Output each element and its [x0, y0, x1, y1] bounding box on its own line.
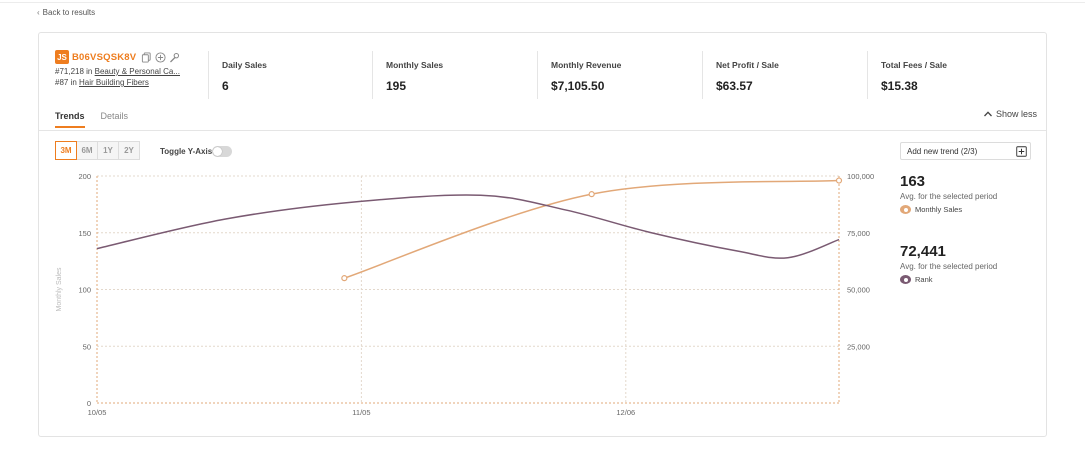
x-tick-label: 11/05: [352, 408, 370, 417]
copy-icon[interactable]: [141, 51, 152, 63]
metric-monthly-sales: Monthly Sales 195: [386, 60, 444, 93]
category-link-secondary[interactable]: Hair Building Fibers: [79, 78, 149, 87]
legend-rank[interactable]: Rank: [900, 275, 997, 284]
x-tick-label: 10/05: [88, 408, 107, 417]
show-less-button[interactable]: Show less: [983, 109, 1037, 119]
trend-chart: 200 150 100 50 0 100,000 75,000 50,000 25,000 10/…: [56, 172, 874, 417]
product-card: JS B06VSQSK8V #71,218 in Beauty & Person…: [38, 32, 1047, 437]
metric-net-profit: Net Profit / Sale $63.57: [716, 60, 779, 93]
metric-divider: [208, 51, 209, 99]
top-divider: [0, 2, 1085, 3]
y-left-tick-label: 150: [78, 229, 91, 238]
y-right-tick-label: 50,000: [847, 286, 870, 295]
add-new-trend-button[interactable]: Add new trend (2/3): [900, 142, 1031, 160]
metric-daily-sales: Daily Sales 6: [222, 60, 267, 93]
wrench-icon[interactable]: [169, 52, 180, 63]
y-left-tick-label: 50: [83, 342, 91, 351]
chevron-up-icon: [983, 111, 992, 117]
data-point-monthly-sales: [835, 177, 843, 184]
data-point-monthly-sales: [341, 275, 348, 282]
tab-details[interactable]: Details: [100, 111, 129, 121]
add-square-icon: [1016, 145, 1027, 157]
eye-icon: [900, 205, 911, 214]
series-line-rank: [96, 194, 840, 259]
y-left-tick-label: 100: [78, 286, 91, 295]
y-right-tick-label: 25,000: [847, 342, 870, 351]
toggle-y-axis-switch[interactable]: [212, 146, 232, 157]
back-to-results-link[interactable]: ‹ Back to results: [37, 8, 95, 17]
js-logo: JS: [55, 50, 69, 64]
eye-icon: [900, 275, 911, 284]
range-2y-button[interactable]: 2Y: [118, 141, 140, 160]
metric-divider: [867, 51, 868, 99]
data-point-monthly-sales: [588, 191, 595, 198]
toggle-y-axis-label: Toggle Y-Axis: [160, 147, 213, 156]
metric-total-fees: Total Fees / Sale $15.38: [881, 60, 947, 93]
y-right-tick-label: 75,000: [847, 229, 870, 238]
y-right-tick-label: 100,000: [847, 172, 874, 181]
metric-divider: [537, 51, 538, 99]
chevron-left-icon: ‹: [37, 8, 40, 17]
add-circle-icon[interactable]: [155, 51, 166, 63]
legend-monthly-sales[interactable]: Monthly Sales: [900, 205, 997, 214]
metric-divider: [372, 51, 373, 99]
tabs-divider: [39, 130, 1046, 131]
metric-monthly-revenue: Monthly Revenue $7,105.50: [551, 60, 622, 93]
y-left-tick-label: 200: [78, 172, 91, 181]
y-left-tick-label: 0: [87, 399, 91, 408]
toggle-knob: [213, 147, 222, 156]
product-info: JS B06VSQSK8V #71,218 in Beauty & Person…: [55, 49, 205, 87]
stat-monthly-sales: 163 Avg. for the selected period Monthly…: [900, 173, 998, 214]
x-tick-label: 12/06: [616, 408, 635, 417]
range-1y-button[interactable]: 1Y: [97, 141, 119, 160]
tab-trends[interactable]: Trends: [55, 111, 85, 128]
product-asin[interactable]: B06VSQSK8V: [72, 51, 137, 63]
stat-rank: 72,441 Avg. for the selected period Rank: [900, 243, 998, 284]
category-rank-secondary: #87 in Hair Building Fibers: [55, 78, 149, 87]
metric-divider: [702, 51, 703, 99]
range-6m-button[interactable]: 6M: [76, 141, 98, 160]
category-link-primary[interactable]: Beauty & Personal Ca...: [94, 67, 180, 76]
range-3m-button[interactable]: 3M: [55, 141, 77, 160]
tab-bar: Trends Details: [55, 111, 128, 128]
back-link-label: Back to results: [42, 8, 96, 17]
y-left-axis-label: Monthly Sales: [56, 267, 63, 311]
category-rank-primary: #71,218 in Beauty & Personal Ca...: [55, 67, 180, 76]
range-selector: 3M 6M 1Y 2Y: [55, 141, 140, 160]
